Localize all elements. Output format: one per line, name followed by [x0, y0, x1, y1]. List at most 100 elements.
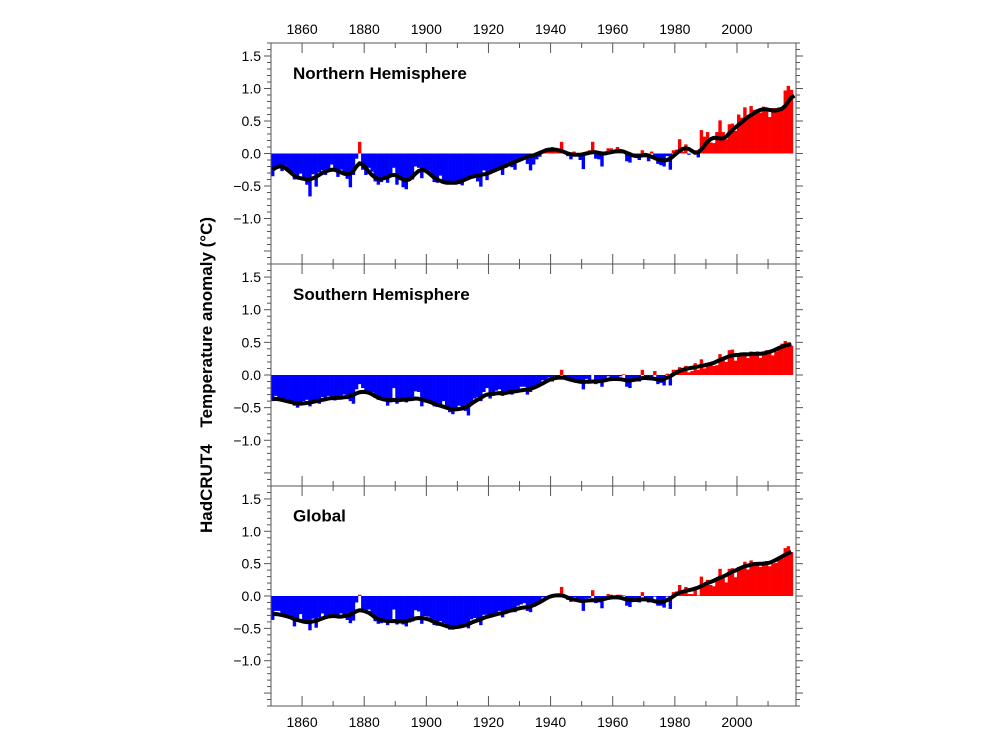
bar-1871: [336, 153, 340, 177]
bar-1884: [376, 596, 381, 624]
bar-1947: [572, 151, 576, 154]
bar-1906: [444, 596, 449, 628]
bar-2008: [761, 106, 766, 154]
bar-1867: [323, 375, 328, 400]
bar-1997: [727, 568, 732, 596]
bar-1874: [345, 153, 349, 179]
bar-1908: [451, 375, 455, 415]
bar-1894: [407, 596, 412, 623]
bar-1978: [668, 375, 673, 386]
bar-1908: [451, 596, 455, 630]
bar-2013: [777, 107, 781, 154]
bar-1876: [351, 153, 356, 175]
bar-1897: [417, 596, 421, 612]
x-tick-label-top: 1980: [659, 21, 690, 37]
bar-1854: [283, 375, 287, 400]
y-tick-label: 1.0: [242, 523, 262, 539]
bar-1903: [435, 596, 440, 626]
bar-1939: [547, 375, 551, 378]
bar-2015: [783, 341, 787, 375]
bar-1977: [665, 373, 669, 375]
bar-1874: [345, 375, 349, 400]
bar-1901: [429, 596, 433, 620]
bar-1852: [277, 153, 281, 168]
bar-2009: [764, 350, 769, 375]
bar-1855: [286, 375, 290, 400]
bar-1954: [594, 153, 598, 159]
bar-2015: [783, 548, 787, 596]
bar-1943: [559, 586, 564, 596]
bar-1929: [516, 153, 520, 159]
bar-1969: [640, 592, 645, 596]
bar-1890: [395, 375, 399, 404]
bar-1928: [513, 375, 517, 392]
bar-1932: [525, 596, 530, 611]
bar-1867: [323, 596, 328, 618]
y-tick-label: −0.5: [233, 400, 261, 416]
bar-1920: [488, 596, 492, 618]
bar-1936: [538, 153, 542, 157]
bar-1910: [457, 375, 461, 406]
bar-1906: [444, 375, 449, 409]
bar-1909: [454, 375, 458, 411]
bar-1875: [348, 596, 353, 624]
bar-1888: [389, 153, 393, 177]
bar-2016: [786, 85, 791, 154]
bar-1885: [379, 596, 384, 624]
x-tick-label-bottom: 2000: [721, 714, 752, 730]
bar-1855: [286, 153, 290, 172]
bar-1918: [482, 375, 486, 392]
bar-1856: [289, 596, 294, 617]
bar-1926: [507, 596, 511, 610]
bar-1992: [712, 586, 716, 596]
bar-1985: [690, 594, 694, 596]
bar-1891: [398, 153, 402, 181]
bar-1891: [398, 596, 402, 622]
bar-1883: [373, 153, 377, 182]
bar-1869: [330, 153, 334, 165]
bar-1947: [572, 596, 576, 598]
bar-1852: [277, 375, 281, 399]
bar-1861: [305, 375, 309, 400]
x-tick-label-bottom: 1980: [659, 714, 690, 730]
bar-1981: [677, 139, 682, 154]
bar-1955: [597, 153, 601, 160]
x-tick-label-top: 1860: [286, 21, 317, 37]
bar-1856: [289, 153, 294, 173]
bar-1922: [494, 153, 499, 169]
bar-2008: [761, 562, 766, 596]
bar-2015: [783, 90, 787, 154]
bar-1930: [519, 153, 523, 159]
bar-1935: [535, 153, 539, 160]
bar-1925: [503, 375, 508, 394]
bar-1879: [361, 375, 365, 389]
bar-1918: [482, 596, 486, 615]
bar-1989: [702, 584, 707, 596]
y-tick-label: 0.5: [242, 334, 262, 350]
bar-2013: [777, 559, 781, 596]
bar-1982: [681, 592, 685, 596]
bar-1886: [382, 596, 387, 621]
bar-1905: [441, 596, 446, 624]
bar-2012: [774, 351, 778, 375]
bar-1985: [690, 371, 694, 375]
bar-1919: [485, 153, 489, 181]
bar-1953: [590, 590, 595, 596]
x-tick-label-bottom: 1880: [349, 714, 380, 730]
x-tick-label-top: 1900: [411, 21, 442, 37]
bar-1977: [665, 153, 669, 157]
y-tick-label: 0.5: [242, 113, 262, 129]
bar-1961: [615, 375, 620, 379]
bar-1953: [590, 141, 595, 154]
bar-1966: [631, 375, 635, 381]
bar-2000: [736, 114, 741, 154]
bar-1984: [687, 594, 691, 596]
bar-1864: [314, 153, 318, 187]
bar-1866: [320, 153, 325, 171]
bar-1987: [696, 153, 700, 158]
bar-1943: [559, 369, 564, 375]
bar-1897: [417, 153, 421, 168]
bar-1917: [479, 375, 483, 402]
bar-1937: [541, 375, 545, 381]
bar-1878: [357, 141, 362, 154]
